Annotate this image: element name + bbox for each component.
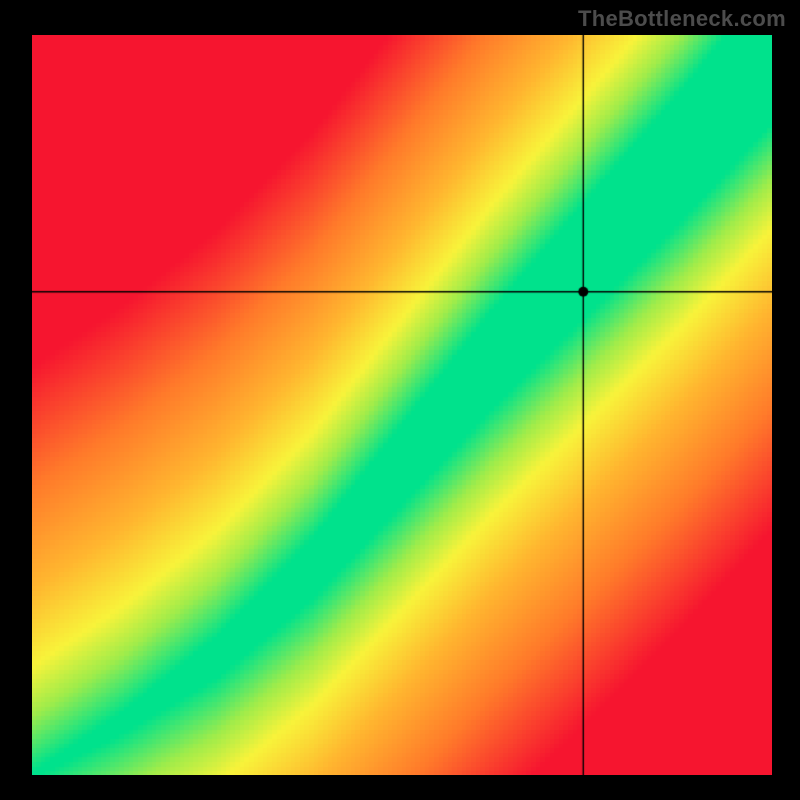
- chart-container: TheBottleneck.com: [0, 0, 800, 800]
- watermark-text: TheBottleneck.com: [578, 6, 786, 32]
- bottleneck-heatmap: [32, 35, 772, 775]
- plot-frame: [32, 35, 772, 775]
